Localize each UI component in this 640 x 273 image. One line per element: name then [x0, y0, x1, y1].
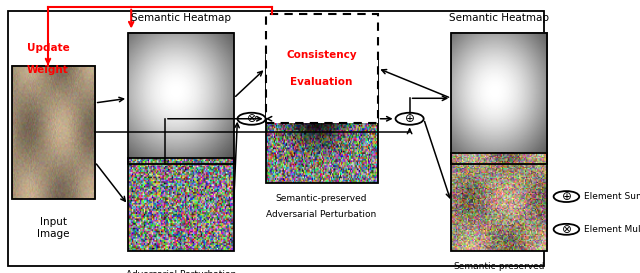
Bar	[8, 11, 544, 266]
Bar	[266, 14, 378, 123]
Circle shape	[237, 113, 266, 125]
Text: Adversarial Perturbation: Adversarial Perturbation	[125, 270, 236, 273]
Text: ⊗: ⊗	[246, 112, 257, 125]
Text: Element Sum: Element Sum	[584, 192, 640, 201]
Circle shape	[554, 224, 579, 235]
Bar	[128, 33, 234, 164]
Text: ⊗: ⊗	[561, 223, 572, 236]
Text: Consistency: Consistency	[286, 50, 357, 60]
Text: Semantic-preserved: Semantic-preserved	[276, 194, 367, 203]
Text: Semantic Heatmap: Semantic Heatmap	[449, 13, 549, 23]
Text: ⊕: ⊕	[561, 190, 572, 203]
Text: Weight: Weight	[27, 65, 69, 75]
Text: Semantic Heatmap: Semantic Heatmap	[131, 13, 231, 23]
Text: ⊕: ⊕	[404, 112, 415, 125]
Text: Element Multiply: Element Multiply	[584, 225, 640, 234]
Text: Input
Image: Input Image	[37, 217, 69, 239]
Bar	[128, 158, 234, 251]
Text: Adversarial Perturbation: Adversarial Perturbation	[266, 210, 377, 219]
Text: Evaluation: Evaluation	[291, 77, 353, 87]
Text: Semantic-preserved: Semantic-preserved	[454, 262, 545, 271]
Bar	[12, 66, 95, 199]
Bar	[451, 153, 547, 251]
Circle shape	[396, 113, 424, 125]
Bar	[266, 55, 378, 183]
Circle shape	[554, 191, 579, 202]
Bar	[451, 33, 547, 164]
Text: Update: Update	[27, 43, 69, 53]
